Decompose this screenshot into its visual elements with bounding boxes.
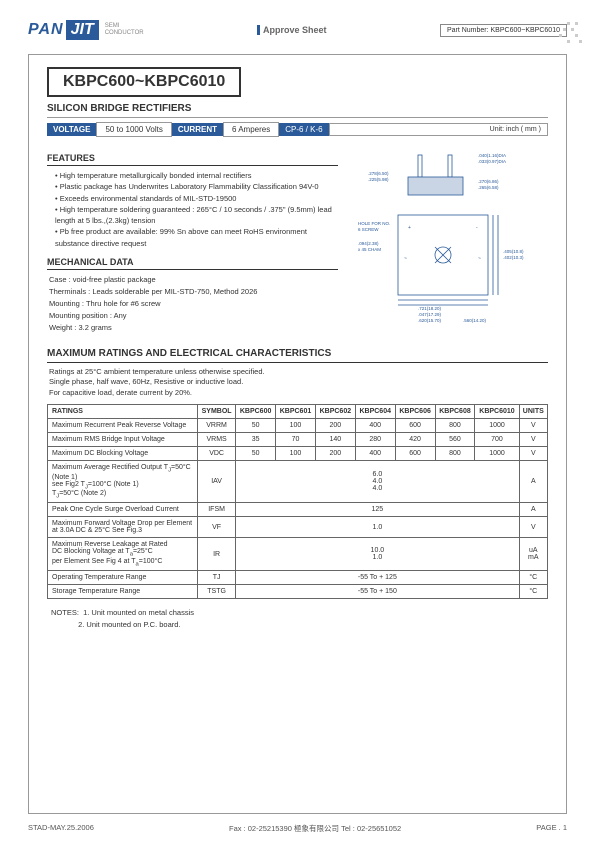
svg-text:.040(1.16)DIA: .040(1.16)DIA	[478, 153, 506, 158]
svg-text:.265(6.58): .265(6.58)	[478, 185, 499, 190]
table-row: Maximum DC Blocking VoltageVDC5010020040…	[48, 447, 548, 461]
table-row: Maximum Reverse Leakage at Rated DC Bloc…	[48, 538, 548, 571]
svg-text:~: ~	[478, 256, 481, 262]
page-subtitle: SILICON BRIDGE RECTIFIERS	[47, 103, 548, 118]
part-number-box: Part Number: KBPC600~KBPC6010	[440, 24, 567, 37]
spec-row: VOLTAGE 50 to 1000 Volts CURRENT 6 Amper…	[47, 122, 548, 137]
features-list: High temperature metallurgically bonded …	[47, 170, 338, 249]
table-row: Maximum Recurrent Peak Reverse VoltageVR…	[48, 419, 548, 433]
feature-item: High temperature soldering guaranteed : …	[55, 204, 338, 227]
approve-sheet-label: Approve Sheet	[257, 25, 327, 36]
table-row: Maximum Forward Voltage Drop per Element…	[48, 517, 548, 538]
feature-item: High temperature metallurgically bonded …	[55, 170, 338, 181]
package-diagram: + - ~ ~ .040(1.16)DIA .033(0.97)DIA .270…	[348, 145, 548, 334]
svg-text:6 SCREW: 6 SCREW	[358, 227, 379, 232]
table-row: Maximum RMS Bridge Input VoltageVRMS3570…	[48, 433, 548, 447]
svg-text:~: ~	[404, 256, 407, 262]
footer-page: PAGE . 1	[536, 823, 567, 834]
decorative-dots	[557, 20, 587, 50]
feature-item: Exceeds environmental standards of MIL-S…	[55, 193, 338, 204]
svg-text:x 45 CHAM: x 45 CHAM	[358, 247, 381, 252]
current-value: 6 Amperes	[223, 122, 279, 137]
max-ratings-notes: Ratings at 25°C ambient temperature unle…	[47, 367, 548, 399]
svg-text:.033(0.97)DIA: .033(0.97)DIA	[478, 159, 506, 164]
svg-text:.270(6.86): .270(6.86)	[478, 179, 499, 184]
voltage-value: 50 to 1000 Volts	[96, 122, 171, 137]
svg-text:.094(2.38): .094(2.38)	[358, 241, 379, 246]
footer-contact: Fax : 02-25215390 極象有限公司 Tel : 02-256510…	[229, 823, 401, 834]
table-row: Operating Temperature RangeTJ-55 To + 12…	[48, 571, 548, 585]
table-row: Maximum Average Rectified Output TJ=50°C…	[48, 461, 548, 503]
package-label: CP-6 / K-6	[279, 123, 328, 136]
svg-text:.047(17.29): .047(17.29)	[418, 312, 442, 317]
header-row: PANJIT SEMICONDUCTOR Approve Sheet Part …	[28, 20, 567, 40]
mechanical-heading: MECHANICAL DATA	[47, 257, 338, 270]
svg-text:HOLE FOR NO.: HOLE FOR NO.	[358, 221, 390, 226]
features-heading: FEATURES	[47, 153, 338, 166]
unit-label: Unit: inch ( mm )	[329, 123, 548, 136]
svg-text:-: -	[476, 225, 478, 231]
notes-section: NOTES: 1. Unit mounted on metal chassis …	[47, 607, 548, 631]
logo-subtitle: SEMICONDUCTOR	[105, 23, 144, 36]
table-row: Peak One Cycle Surge Overload CurrentIFS…	[48, 503, 548, 517]
left-column: FEATURES High temperature metallurgicall…	[47, 145, 338, 334]
ratings-table: RATINGS SYMBOL KBPC600 KBPC601 KBPC602 K…	[47, 404, 548, 599]
logo-jit: JIT	[66, 20, 99, 40]
two-column-layout: FEATURES High temperature metallurgicall…	[47, 145, 548, 334]
logo: PANJIT SEMICONDUCTOR	[28, 20, 144, 40]
current-label: CURRENT	[172, 123, 223, 136]
svg-text:.225(5.98): .225(5.98)	[368, 177, 389, 182]
table-row: Storage Temperature RangeTSTG-55 To + 15…	[48, 585, 548, 599]
svg-text:.721(18.20): .721(18.20)	[418, 306, 442, 311]
page-title: KBPC600~KBPC6010	[47, 67, 241, 97]
feature-item: Pb free product are available: 99% Sn ab…	[55, 226, 338, 249]
svg-text:.405(10.8): .405(10.8)	[503, 249, 524, 254]
feature-item: Plastic package has Underwrites Laborato…	[55, 181, 338, 192]
max-ratings-heading: MAXIMUM RATINGS AND ELECTRICAL CHARACTER…	[47, 348, 548, 363]
page-footer: STAD-MAY.25.2006 Fax : 02-25215390 極象有限公…	[28, 823, 567, 834]
mechanical-data: Case : void-free plastic package Thermin…	[47, 274, 338, 334]
svg-text:.402(10.3): .402(10.3)	[503, 255, 524, 260]
table-header-row: RATINGS SYMBOL KBPC600 KBPC601 KBPC602 K…	[48, 405, 548, 419]
main-content-frame: KBPC600~KBPC6010 SILICON BRIDGE RECTIFIE…	[28, 54, 567, 814]
svg-text:.278(6.50): .278(6.50)	[368, 171, 389, 176]
footer-date: STAD-MAY.25.2006	[28, 823, 94, 834]
voltage-label: VOLTAGE	[47, 123, 96, 136]
logo-text: PAN	[28, 21, 64, 39]
svg-text:.620(15.70): .620(15.70)	[418, 318, 442, 323]
package-drawing-svg: + - ~ ~ .040(1.16)DIA .033(0.97)DIA .270…	[348, 145, 548, 325]
svg-text:+: +	[408, 225, 411, 231]
svg-text:.560(14.20): .560(14.20)	[463, 318, 487, 323]
